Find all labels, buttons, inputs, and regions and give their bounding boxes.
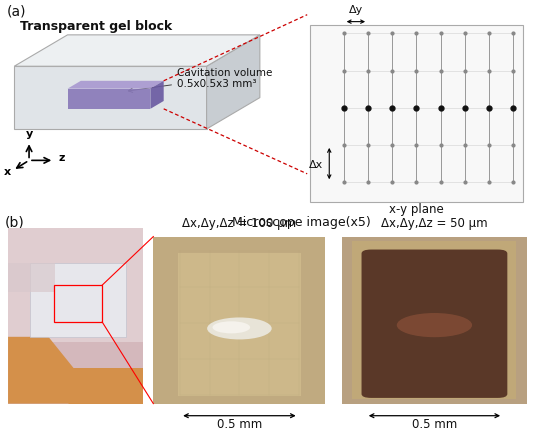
Bar [352,241,516,399]
Polygon shape [68,89,151,110]
Bar [8,228,143,404]
Text: y: y [25,129,33,138]
Text: Δy: Δy [349,5,363,15]
Polygon shape [151,82,164,110]
Polygon shape [68,82,164,89]
Polygon shape [8,263,55,293]
Text: 0.5 mm: 0.5 mm [217,417,262,430]
Text: Δx,Δy,Δz = 100 μm: Δx,Δy,Δz = 100 μm [182,216,296,229]
Bar [178,254,301,396]
Bar [54,286,102,322]
Text: z: z [59,153,65,163]
Bar [8,228,143,342]
Ellipse shape [213,322,250,334]
Ellipse shape [397,313,472,338]
Text: 0.5 mm: 0.5 mm [412,417,457,430]
Text: (b): (b) [4,215,24,229]
Polygon shape [15,67,207,130]
Bar [30,263,126,337]
Text: x: x [4,166,11,176]
Polygon shape [15,36,260,67]
Polygon shape [35,369,143,404]
Bar [310,26,523,202]
Bar [342,237,527,404]
Text: Δx,Δy,Δz = 50 μm: Δx,Δy,Δz = 50 μm [381,216,488,229]
Text: Cavitation volume
0.5x0.5x3 mm³: Cavitation volume 0.5x0.5x3 mm³ [128,68,272,93]
Text: Transparent gel block: Transparent gel block [20,20,172,33]
Bar [153,237,325,404]
Polygon shape [8,337,102,404]
Text: (a): (a) [7,4,26,18]
Text: Microscope image(x5): Microscope image(x5) [232,215,371,228]
Text: x-y plane: x-y plane [389,203,444,216]
FancyBboxPatch shape [362,250,507,398]
Text: Δx: Δx [309,159,323,169]
Bar [8,342,143,404]
Polygon shape [207,36,260,130]
Ellipse shape [207,318,272,340]
